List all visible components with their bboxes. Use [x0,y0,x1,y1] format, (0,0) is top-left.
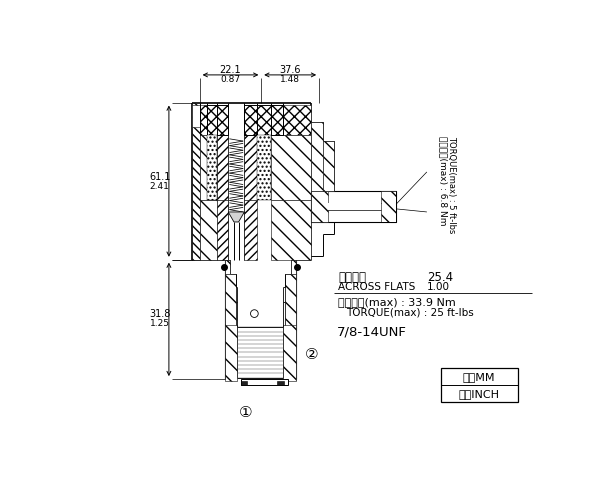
Bar [277,381,284,385]
Bar [200,105,208,135]
Text: 1.48: 1.48 [280,75,300,84]
Bar [236,327,283,378]
Text: TORQUE(max) : 5 ft-lbs: TORQUE(max) : 5 ft-lbs [447,136,456,234]
Bar [192,102,200,260]
Text: ②: ② [305,347,318,362]
Text: 37.6: 37.6 [280,65,301,74]
Bar [225,260,230,273]
Bar [441,368,518,402]
Polygon shape [228,212,244,222]
Bar [217,135,228,200]
Text: 31.8: 31.8 [149,309,170,319]
Text: 1.25: 1.25 [149,319,170,328]
Bar [323,141,334,191]
Text: ACROSS FLATS: ACROSS FLATS [338,282,416,292]
Bar [311,191,396,222]
Bar [208,135,217,200]
Bar [283,325,296,382]
Bar [271,135,311,200]
Bar [244,135,257,200]
Bar [225,325,236,382]
Bar [200,200,217,260]
Bar [311,122,323,191]
Bar [271,200,311,260]
Bar [241,379,288,385]
Bar [241,381,247,385]
Text: 安裝扭矩(max) : 6.8 Nm: 安裝扭矩(max) : 6.8 Nm [439,136,448,226]
Bar [380,191,396,222]
Text: TORQUE(max) : 25 ft-lbs: TORQUE(max) : 25 ft-lbs [346,307,474,317]
Bar [257,135,271,200]
Text: 毫米MM: 毫米MM [463,372,496,382]
Bar [208,105,228,135]
Bar [225,273,236,327]
Text: 0.87: 0.87 [220,75,241,84]
Text: 7/8-14UNF: 7/8-14UNF [337,326,407,339]
Bar [283,105,311,135]
Bar [200,135,217,200]
Text: 61.1: 61.1 [149,171,170,182]
Text: 2.41: 2.41 [150,182,170,191]
Text: 22.1: 22.1 [220,65,241,74]
Bar [328,203,380,210]
Bar [244,200,257,260]
Text: 英寸INCH: 英寸INCH [459,389,500,398]
Bar [292,260,296,273]
Bar [244,105,283,135]
Text: 安裝扭矩(max) : 33.9 Nm: 安裝扭矩(max) : 33.9 Nm [338,297,456,307]
Bar [311,191,328,222]
Text: 對邊寬度: 對邊寬度 [338,271,366,284]
Text: 1.00: 1.00 [427,282,450,292]
Bar [192,105,200,127]
Text: ①: ① [239,405,253,420]
Text: 25.4: 25.4 [427,271,453,284]
Bar [285,273,296,327]
Bar [217,200,228,260]
